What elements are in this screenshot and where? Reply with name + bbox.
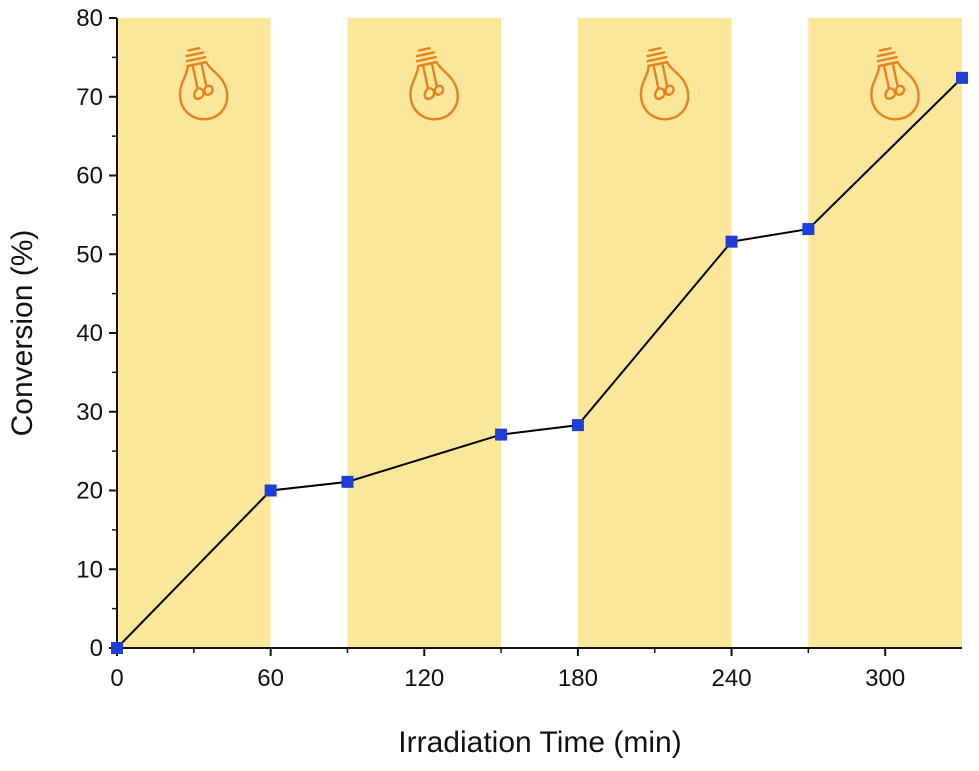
light-bulb-icon <box>639 47 690 121</box>
y-tick-label: 80 <box>76 5 103 32</box>
y-tick-label: 0 <box>90 635 103 662</box>
light-on-region <box>808 18 962 648</box>
y-tick-label: 70 <box>76 84 103 111</box>
y-tick-label: 50 <box>76 241 103 268</box>
data-point <box>571 419 584 432</box>
y-tick-label: 60 <box>76 163 103 190</box>
data-point <box>341 475 354 488</box>
light-on-regions <box>117 18 962 648</box>
data-point <box>725 235 738 248</box>
light-bulb-icon <box>870 47 920 121</box>
x-axis-title: Irradiation Time (min) <box>398 726 681 759</box>
data-point <box>495 428 508 441</box>
x-tick-label: 120 <box>404 665 444 692</box>
data-point <box>956 71 968 84</box>
x-tick-label: 240 <box>712 665 752 692</box>
light-on-region <box>347 18 502 648</box>
data-point <box>802 223 815 236</box>
series-line <box>116 77 963 649</box>
x-tick-label: 300 <box>865 665 905 692</box>
series-line <box>116 77 963 649</box>
light-bulb-icon <box>409 47 459 121</box>
x-tick-label: 180 <box>558 665 598 692</box>
data-point <box>264 484 277 497</box>
tick-labels: 0 10 20 30 40 50 60 70 80 0 60 120 180 240 300 <box>76 5 905 692</box>
y-tick-label: 20 <box>76 478 103 505</box>
y-tick-label: 40 <box>76 320 103 347</box>
y-tick-label: 30 <box>76 399 103 426</box>
light-on-region <box>117 18 271 648</box>
y-tick-label: 10 <box>76 556 103 583</box>
x-tick-label: 60 <box>257 665 284 692</box>
light-bulb-icon <box>178 47 229 121</box>
x-tick-label: 0 <box>110 665 123 692</box>
y-axis-title: Conversion (%) <box>6 230 39 437</box>
series-markers <box>111 71 968 654</box>
data-point <box>111 642 123 654</box>
